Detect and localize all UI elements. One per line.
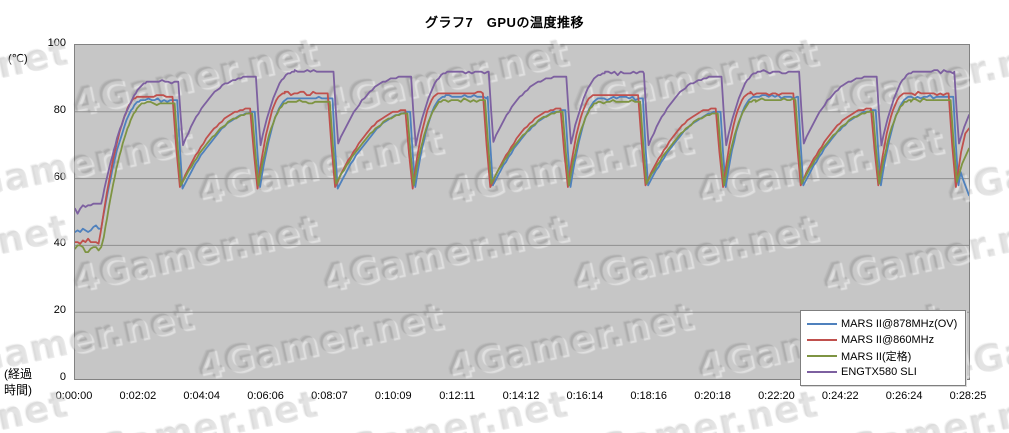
x-tick-label: 0:18:16 xyxy=(630,390,668,402)
x-tick-label: 0:08:07 xyxy=(311,390,348,402)
legend-label: MARS II@878MHz(OV) xyxy=(841,318,958,330)
x-tick-label: 0:26:24 xyxy=(885,390,923,402)
y-tick-label: 40 xyxy=(53,237,66,250)
x-tick-label: 0:10:09 xyxy=(374,390,412,402)
legend-label: MARS II@860MHz xyxy=(841,334,935,346)
series-line-2 xyxy=(75,90,969,245)
legend-label: ENGTX580 SLI xyxy=(841,366,917,378)
x-tick-label: 0:00:00 xyxy=(55,390,93,402)
legend-line-swatch xyxy=(807,371,837,373)
x-tick-label: 0:06:06 xyxy=(247,390,284,402)
x-tick-label: 0:04:04 xyxy=(183,390,221,402)
y-tick-label: 100 xyxy=(47,37,66,49)
x-tick-label: 0:20:18 xyxy=(694,390,731,402)
x-tick-label: 0:14:12 xyxy=(502,390,540,402)
legend-box: MARS II@878MHz(OV) MARS II@860MHz MARS II(… xyxy=(800,310,966,386)
legend-label: MARS II(定格) xyxy=(841,351,912,363)
chart-title: グラフ7 GPUの温度推移 xyxy=(425,15,584,30)
legend-item: MARS II@878MHz(OV) xyxy=(807,316,959,332)
watermark-text: 4Gamer.net xyxy=(0,206,73,301)
y-axis-unit-label: (℃) xyxy=(8,53,28,65)
legend-line-swatch xyxy=(807,339,837,341)
y-tick-label: 60 xyxy=(53,170,66,183)
x-tick-label: 0:24:22 xyxy=(821,390,859,402)
y-tick-label: 80 xyxy=(53,103,66,116)
y-tick-label: 20 xyxy=(53,304,66,317)
series-line-4 xyxy=(75,69,969,215)
series-line-3 xyxy=(75,97,969,254)
x-tick-label: 0:28:25 xyxy=(949,390,987,402)
series-line-1 xyxy=(75,94,969,233)
y-tick-label: 0 xyxy=(59,371,66,383)
legend-item: MARS II@860MHz xyxy=(807,332,959,348)
x-tick-label: 0:22:20 xyxy=(758,390,795,402)
legend-item: MARS II(定格) xyxy=(807,348,959,364)
x-axis-label: (経過 時間) xyxy=(4,367,32,398)
legend-line-swatch xyxy=(807,323,837,325)
legend-line-swatch xyxy=(807,355,837,357)
x-tick-label: 0:12:11 xyxy=(439,390,476,402)
legend-item: ENGTX580 SLI xyxy=(807,364,959,380)
x-tick-label: 0:02:02 xyxy=(119,390,157,402)
x-tick-label: 0:16:14 xyxy=(566,390,604,402)
